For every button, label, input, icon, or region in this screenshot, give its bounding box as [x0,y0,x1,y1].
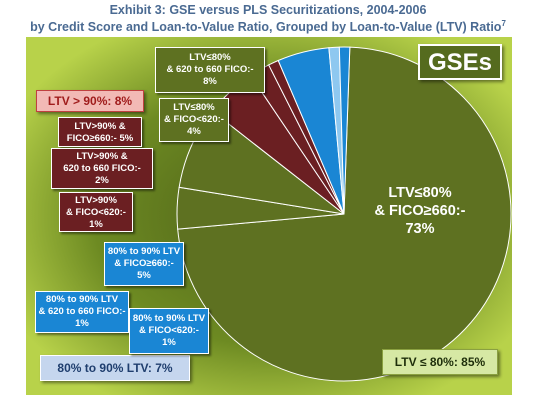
label-ltv-gt-90-fico-lt-620: LTV>90% & FICO<620:- 1% [59,192,133,232]
ltv-80-90-badge: 80% to 90% LTV: 7% [40,355,190,381]
label-line: LTV>90% & [76,151,128,162]
label-line: LTV>90% [75,195,117,206]
label-ltv-le-80-fico-lt-620: LTV≤80% & FICO<620:- 4% [159,98,229,142]
label-line: FICO≥660:- 5% [66,133,134,144]
label-line: 2% [95,175,109,186]
label-line: 620 to 660 FICO:- [63,163,141,174]
label-line: 8% [203,76,217,87]
ltv-gt-90-badge: LTV > 90%: 8% [36,90,144,112]
label-line: & 620 to 660 FICO:- [166,64,254,75]
label-line: 80% to 90% LTV [107,246,181,257]
label-ltv-le-80-620-660: LTV≤80% & 620 to 660 FICO:- 8% [155,47,265,93]
label-line: LTV≤80% [189,52,231,63]
label-line: 73% [405,221,435,237]
label-ltv-gt-90-620-660: LTV>90% & 620 to 660 FICO:- 2% [51,148,153,189]
pie-slice-8 [338,46,351,215]
label-line: LTV≤80% [388,185,452,201]
label-line: & FICO<620:- [139,325,199,336]
label-line: & FICO<620:- [164,114,224,125]
gses-badge: GSEs [418,44,502,80]
label-line: 1% [162,337,176,348]
pie-slice-0 [177,46,512,382]
label-line: 1% [75,318,89,329]
label-line: 80% to 90% LTV [45,294,119,305]
ltv-le-80-badge: LTV ≤ 80%: 85% [382,349,498,375]
label-line: & FICO≥660:- [114,258,174,269]
chart-title-line-2-text: by Credit Score and Loan-to-Value Ratio,… [30,20,502,35]
label-line: & FICO<620:- [66,207,126,218]
label-line: 1% [89,219,103,230]
footnote-marker: 7 [501,19,506,28]
label-ltv-80-90-fico-ge-660: 80% to 90% LTV & FICO≥660:- 5% [104,242,184,286]
label-ltv-80-90-fico-lt-620: 80% to 90% LTV & FICO<620:- 1% [129,308,209,354]
label-ltv-80-90-620-660: 80% to 90% LTV & 620 to 660 FICO:- 1% [35,291,129,333]
pie-slices [176,46,512,382]
label-line: & FICO≥660:- [374,203,466,219]
chart-title-line-1: Exhibit 3: GSE versus PLS Securitization… [109,3,427,17]
label-line: 80% to 90% LTV [132,313,206,324]
label-ltv-le-80-fico-ge-660: LTV≤80% & FICO≥660:- 73% [368,184,472,244]
label-line: & 620 to 660 FICO:- [38,306,126,317]
label-line: LTV>90% & [74,121,126,132]
chart-title-line-2: by Credit Score and Loan-to-Value Ratio,… [0,17,536,34]
label-ltv-gt-90-fico-ge-660: LTV>90% & FICO≥660:- 5% [58,117,142,147]
label-line: 4% [187,126,201,137]
label-line: 5% [137,270,151,281]
label-line: LTV≤80% [173,102,215,113]
